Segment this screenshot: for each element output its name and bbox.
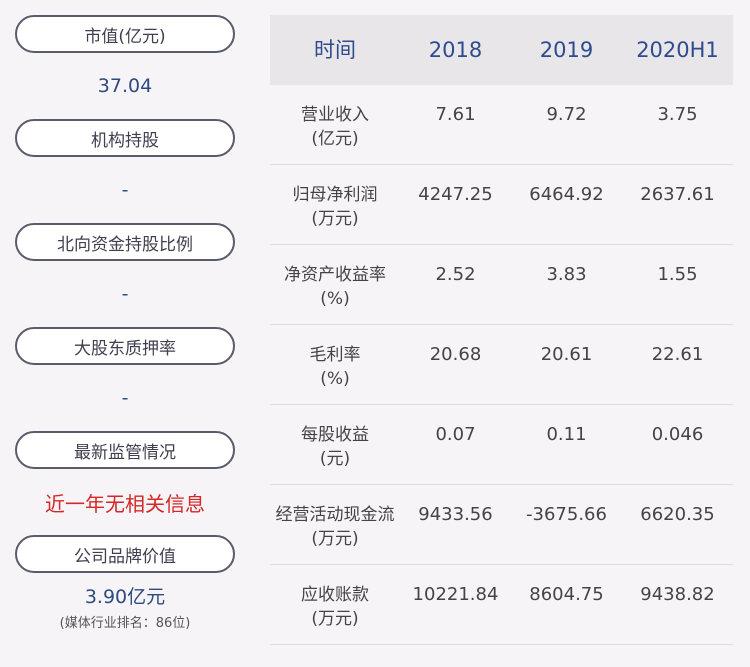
market-cap-value: 37.04 [15,53,235,119]
cell-2020h1: 1.55 [657,264,698,285]
row-unit: (元) [319,449,351,469]
row-label: 经营活动现金流 (万元) [270,503,400,551]
pledge-rate-label: 大股东质押率 [15,327,235,365]
table-row: 归母净利润 (万元) 4247.25 6464.92 2637.61 [270,165,733,245]
row-name: 营业收入 [301,105,369,125]
cell-2020h1: 0.046 [651,424,704,445]
market-cap-value-text: 37.04 [97,75,153,97]
row-name: 净资产收益率 [284,265,386,285]
row-label: 净资产收益率 (%) [270,263,400,311]
row-name: 归母净利润 [292,185,378,205]
regulation-status-value-text: 近一年无相关信息 [45,491,205,516]
brand-rank-note: (媒体行业排名：86位) [59,615,191,631]
row-unit: (万元) [311,609,359,629]
cell-2020h1: 6620.35 [640,504,715,525]
institutional-holding-value-text: - [121,179,129,201]
row-unit: (%) [320,369,350,389]
brand-value-value: 3.90亿元 (媒体行业排名：86位) [15,573,235,639]
cell-2019: 3.83 [546,264,587,285]
brand-value-value-text: 3.90亿元 [84,585,166,608]
institutional-holding-value: - [15,157,235,223]
pledge-rate-value: - [15,365,235,431]
cell-2019: 6464.92 [529,184,604,205]
table-row: 净资产收益率 (%) 2.52 3.83 1.55 [270,245,733,325]
table-row: 每股收益 (元) 0.07 0.11 0.046 [270,405,733,485]
left-panel: 市值(亿元) 37.04 机构持股 - 北向资金持股比例 - 大股东质押率 - … [15,15,235,639]
row-label: 毛利率 (%) [270,343,400,391]
northbound-ratio-value-text: - [121,283,129,305]
cell-2019: 20.61 [540,344,593,365]
cell-2018: 10221.84 [412,584,499,605]
regulation-status-value: 近一年无相关信息 [15,469,235,535]
cell-2018: 4247.25 [418,184,493,205]
table-row: 应收账款 (万元) 10221.84 8604.75 9438.82 [270,565,733,645]
pledge-rate-value-text: - [121,387,129,409]
cell-2020h1: 22.61 [651,344,704,365]
row-label: 应收账款 (万元) [270,583,400,631]
market-cap-label: 市值(亿元) [15,15,235,53]
northbound-ratio-value: - [15,261,235,327]
row-label: 归母净利润 (万元) [270,183,400,231]
row-label: 营业收入 (亿元) [270,103,400,151]
table-header: 时间 2018 2019 2020H1 [270,15,733,85]
header-2020h1: 2020H1 [636,38,719,62]
table-row: 经营活动现金流 (万元) 9433.56 -3675.66 6620.35 [270,485,733,565]
table-row: 毛利率 (%) 20.68 20.61 22.61 [270,325,733,405]
northbound-ratio-label: 北向资金持股比例 [15,223,235,261]
cell-2018: 20.68 [429,344,482,365]
header-period: 时间 [314,38,356,62]
cell-2019: 9.72 [546,104,587,125]
cell-2018: 2.52 [435,264,476,285]
row-label: 每股收益 (元) [270,423,400,471]
cell-2020h1: 2637.61 [640,184,715,205]
institutional-holding-label: 机构持股 [15,119,235,157]
cell-2018: 7.61 [435,104,476,125]
cell-2020h1: 9438.82 [640,584,715,605]
cell-2019: -3675.66 [526,504,607,525]
cell-2020h1: 3.75 [657,104,698,125]
row-name: 毛利率 [309,345,361,365]
row-name: 经营活动现金流 [275,505,395,525]
row-unit: (%) [320,289,350,309]
cell-2019: 8604.75 [529,584,604,605]
row-name: 应收账款 [301,585,369,605]
row-unit: (万元) [311,529,359,549]
header-2019: 2019 [539,38,594,62]
row-unit: (万元) [311,209,359,229]
header-2018: 2018 [428,38,483,62]
regulation-status-label: 最新监管情况 [15,431,235,469]
financial-table: 时间 2018 2019 2020H1 营业收入 (亿元) 7.61 9.72 … [270,15,733,645]
cell-2019: 0.11 [546,424,587,445]
row-unit: (亿元) [311,129,359,149]
cell-2018: 0.07 [435,424,476,445]
cell-2018: 9433.56 [418,504,493,525]
brand-value-label: 公司品牌价值 [15,535,235,573]
table-row: 营业收入 (亿元) 7.61 9.72 3.75 [270,85,733,165]
row-name: 每股收益 [301,425,369,445]
